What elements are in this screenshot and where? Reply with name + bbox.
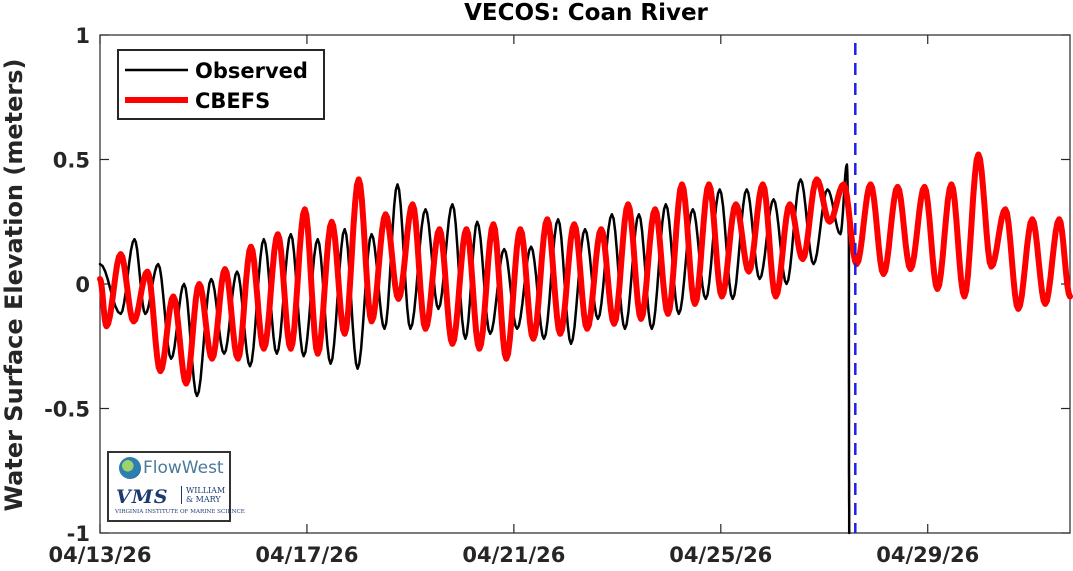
legend-label-cbefs: CBEFS	[195, 89, 270, 113]
vims-logo-text: VIRGINIA INSTITUTE OF MARINE SCIENCE	[115, 509, 245, 515]
legend-label-observed: Observed	[195, 59, 308, 83]
y-tick-label: 1	[75, 24, 90, 48]
series-lines	[97, 151, 1073, 535]
chart-title: VECOS: Coan River	[464, 0, 708, 26]
logo-panel: FlowWest VMS WILLIAM & MARY VIRGINIA INS…	[107, 451, 245, 522]
flowwest-logo-text: FlowWest	[143, 458, 224, 478]
y-tick-label: -1	[67, 522, 90, 546]
y-tick-label: 0	[75, 273, 90, 297]
x-tick-label: 04/13/26	[48, 543, 151, 567]
y-tick-labels: 1 0.5 0 -0.5 -1	[44, 24, 90, 546]
vms-logo-text: VMS	[116, 486, 169, 508]
y-axis-label: Water Surface Elevation (meters)	[0, 59, 28, 512]
y-tick-label: 0.5	[53, 149, 90, 173]
william-mary-logo-text: WILLIAM & MARY	[181, 486, 229, 504]
flowwest-logo-icon	[119, 457, 141, 479]
x-tick-label: 04/21/26	[462, 543, 565, 567]
x-tick-labels: 04/13/26 04/17/26 04/21/26 04/25/26 04/29/26	[48, 543, 979, 567]
x-tick-label: 04/17/26	[255, 543, 358, 567]
y-tick-label: -0.5	[44, 398, 90, 422]
axis-ticks	[99, 34, 1070, 534]
legend: Observed CBEFS	[117, 49, 325, 120]
legend-box	[117, 49, 325, 120]
x-tick-label: 04/29/26	[876, 543, 979, 567]
cbefs-series-line	[97, 151, 1073, 387]
x-tick-label: 04/25/26	[669, 543, 772, 567]
